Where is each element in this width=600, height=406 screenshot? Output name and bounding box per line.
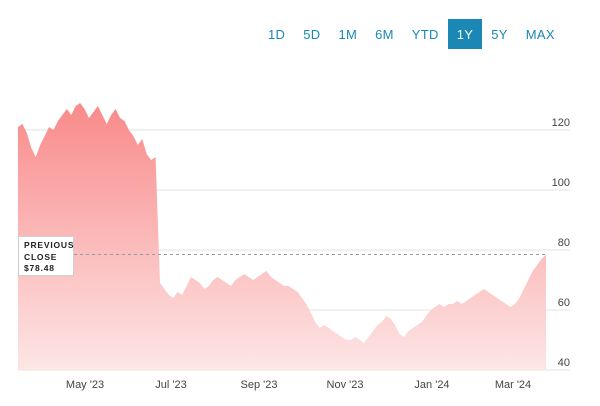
price-area [18, 103, 546, 370]
x-tick-label: May '23 [66, 379, 104, 391]
previous-close-title-2: CLOSE [24, 251, 58, 262]
previous-close-title-1: PREVIOUS [24, 240, 75, 250]
range-button-1d[interactable]: 1D [268, 26, 286, 42]
y-tick-label: 40 [558, 357, 570, 369]
range-button-max[interactable]: MAX [525, 26, 555, 42]
time-range-selector: 1D 5D 1M 6M YTD 1Y 5Y MAX [259, 19, 564, 49]
x-tick-label: Jan '24 [414, 379, 449, 391]
range-button-ytd[interactable]: YTD [411, 26, 439, 42]
y-tick-label: 80 [558, 237, 570, 249]
previous-close-label: PREVIOUS CLOSE $78.48 [18, 236, 74, 276]
range-button-5d[interactable]: 5D [303, 26, 321, 42]
price-chart: 40 60 80 100 120 May '23 Jul '23 Sep '23 Nov '2… [18, 103, 570, 391]
y-tick-label: 100 [552, 177, 570, 189]
range-button-1y[interactable]: 1Y [447, 19, 483, 49]
y-axis-ticks: 40 60 80 100 120 [552, 117, 570, 369]
previous-close-value: $78.48 [24, 263, 55, 273]
range-button-5y[interactable]: 5Y [491, 26, 508, 42]
x-tick-label: Jul '23 [155, 379, 186, 391]
x-tick-label: Nov '23 [327, 379, 364, 391]
y-tick-label: 60 [558, 297, 570, 309]
range-button-6m[interactable]: 6M [375, 26, 394, 42]
x-axis-ticks: May '23 Jul '23 Sep '23 Nov '23 Jan '24 Mar '… [66, 379, 531, 391]
x-tick-label: Mar '24 [495, 379, 531, 391]
y-tick-label: 120 [552, 117, 570, 129]
x-tick-label: Sep '23 [241, 379, 278, 391]
range-button-1m[interactable]: 1M [338, 26, 358, 42]
